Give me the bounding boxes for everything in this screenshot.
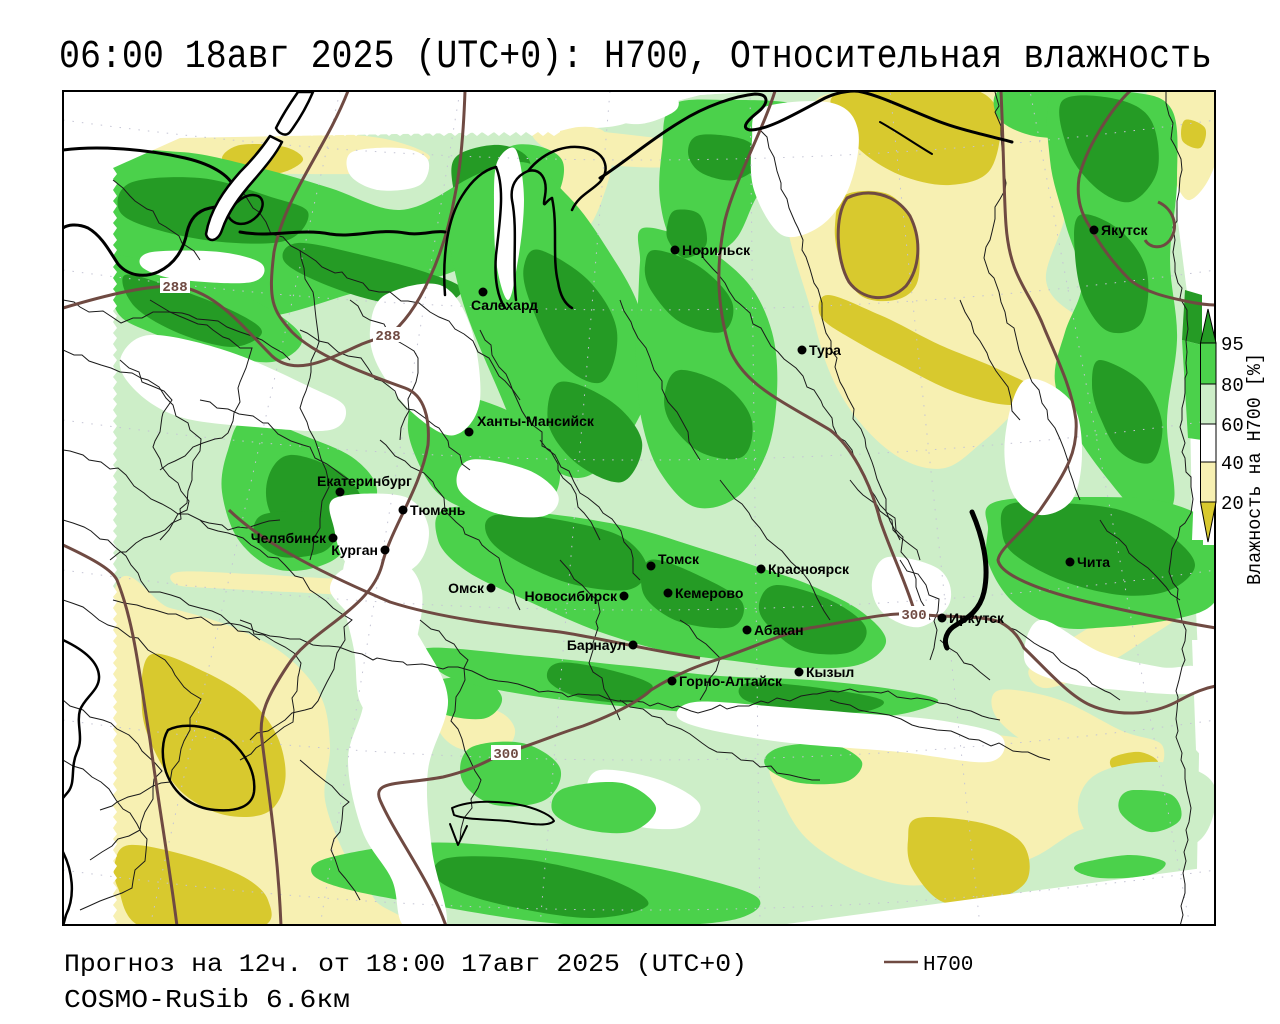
svg-text:95: 95 [1221,334,1244,356]
svg-text:Влажность на H700 [%]: Влажность на H700 [%] [1244,353,1266,585]
svg-text:Красноярск: Красноярск [768,561,850,577]
svg-text:Челябинск: Челябинск [251,530,327,546]
svg-text:Новосибирск: Новосибирск [525,588,618,604]
svg-text:60: 60 [1221,415,1244,437]
svg-text:Прогноз на 12ч. от 18:00 17авг: Прогноз на 12ч. от 18:00 17авг 2025 (UTC… [64,950,747,979]
svg-text:20: 20 [1221,493,1244,515]
svg-text:Курган: Курган [331,542,378,558]
svg-text:Иркутск: Иркутск [949,610,1005,626]
svg-text:Тура: Тура [809,342,841,358]
svg-text:40: 40 [1221,453,1244,475]
svg-text:Барнаул: Барнаул [567,637,626,653]
svg-text:Чита: Чита [1077,554,1110,570]
svg-text:06:00 18авг 2025 (UTC+0): H700: 06:00 18авг 2025 (UTC+0): H700, Относите… [59,35,1212,80]
svg-text:288: 288 [162,280,187,296]
svg-text:Тюмень: Тюмень [410,502,466,518]
svg-text:Норильск: Норильск [682,242,751,258]
svg-text:300: 300 [493,747,518,763]
svg-text:H700: H700 [923,954,973,977]
svg-text:Салехард: Салехард [471,297,538,313]
svg-text:Томск: Томск [658,551,700,567]
svg-text:Кемерово: Кемерово [675,585,743,601]
svg-text:80: 80 [1221,375,1244,397]
svg-text:Екатеринбург: Екатеринбург [317,473,412,489]
svg-text:300: 300 [901,608,926,624]
svg-text:288: 288 [375,329,400,345]
svg-text:Якутск: Якутск [1101,222,1148,238]
svg-text:Омск: Омск [448,580,485,596]
svg-text:Горно-Алтайск: Горно-Алтайск [679,673,783,689]
svg-text:Кызыл: Кызыл [806,664,854,680]
svg-text:Ханты-Мансийск: Ханты-Мансийск [477,413,595,429]
svg-text:Абакан: Абакан [754,622,804,638]
svg-text:COSMO-RuSib 6.6км: COSMO-RuSib 6.6км [64,985,350,1015]
